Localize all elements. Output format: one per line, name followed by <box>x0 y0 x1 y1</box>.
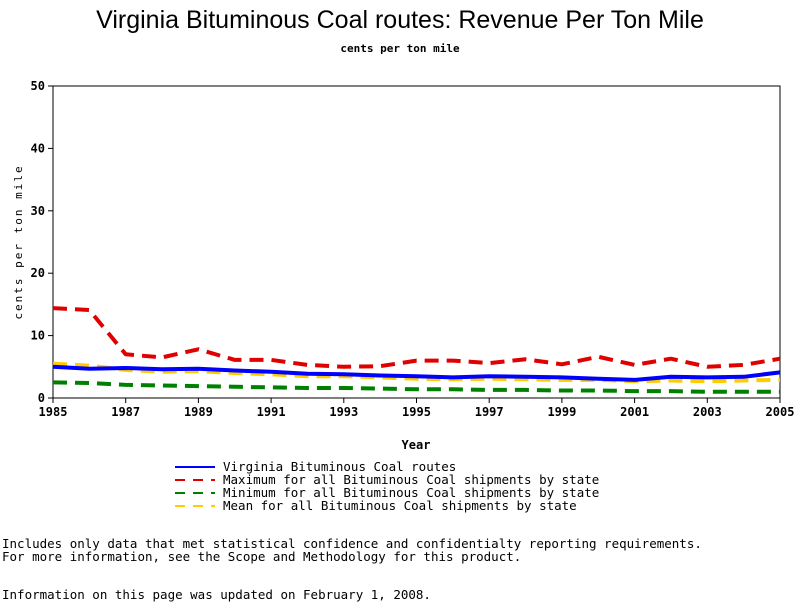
x-tick-label: 1987 <box>111 405 140 419</box>
x-tick-label: 1995 <box>402 405 431 419</box>
legend-swatch-virginia <box>175 466 215 468</box>
legend-swatch-mean <box>175 505 215 507</box>
legend-entry: Minimum for all Bituminous Coal shipment… <box>175 486 599 499</box>
x-axis-label: Year <box>402 438 431 452</box>
plot-area <box>52 85 781 399</box>
line-chart: 1985 1987 1989 1991 1993 1995 1997 1999 2001 2003… <box>12 79 795 452</box>
y-tick-label: 10 <box>31 329 45 343</box>
x-tick-label: 2001 <box>620 405 649 419</box>
y-tick-label: 50 <box>31 79 45 93</box>
chart-subtitle: cents per ton mile <box>340 42 460 55</box>
x-tick-label: 1985 <box>39 405 68 419</box>
x-tick-label: 2005 <box>766 405 795 419</box>
y-tick-label: 40 <box>31 141 45 155</box>
x-tick-label: 1997 <box>475 405 504 419</box>
x-tick-label: 1991 <box>257 405 286 419</box>
legend-label-virginia: Virginia Bituminous Coal routes <box>223 459 457 474</box>
chart-legend: Virginia Bituminous Coal routes Maximum … <box>175 460 599 512</box>
legend-label-mean: Mean for all Bituminous Coal shipments b… <box>223 498 577 513</box>
series-line-virginia <box>52 364 781 382</box>
series-line-mean <box>52 361 781 384</box>
footnote-methodology: For more information, see the Scope and … <box>2 549 522 564</box>
y-axis-label: cents per ton mile <box>12 164 25 319</box>
legend-entry: Maximum for all Bituminous Coal shipment… <box>175 473 599 486</box>
legend-entry: Mean for all Bituminous Coal shipments b… <box>175 499 599 512</box>
y-tick-label: 30 <box>31 204 45 218</box>
footnote-confidence: Includes only data that met statistical … <box>2 536 702 551</box>
x-tick-label: 1993 <box>329 405 358 419</box>
series-line-maximum <box>52 306 781 369</box>
legend-label-minimum: Minimum for all Bituminous Coal shipment… <box>223 485 600 500</box>
legend-label-maximum: Maximum for all Bituminous Coal shipment… <box>223 472 600 487</box>
legend-entry: Virginia Bituminous Coal routes <box>175 460 599 473</box>
legend-swatch-maximum <box>175 479 215 481</box>
series-line-minimum <box>52 380 780 394</box>
x-tick-label: 1989 <box>184 405 213 419</box>
y-tick-label: 20 <box>31 266 45 280</box>
y-tick-label: 0 <box>38 391 45 405</box>
footnote-updated: Information on this page was updated on … <box>2 587 431 602</box>
chart-title: Virginia Bituminous Coal routes: Revenue… <box>96 6 704 34</box>
legend-swatch-minimum <box>175 492 215 494</box>
x-tick-label: 2003 <box>693 405 722 419</box>
x-tick-label: 1999 <box>547 405 576 419</box>
